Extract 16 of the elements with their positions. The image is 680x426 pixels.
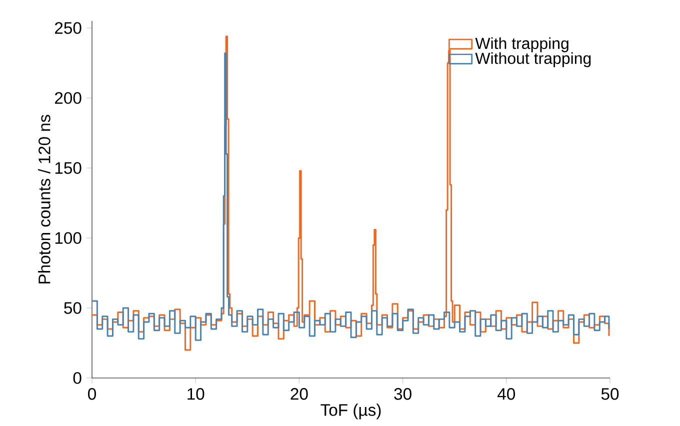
y-tick-label: 150	[55, 162, 82, 174]
x-tick-label: 20	[290, 388, 308, 400]
y-tick-label: 0	[73, 372, 82, 384]
x-axis-title: ToF (µs)	[320, 404, 381, 420]
x-tick-label: 30	[394, 388, 412, 400]
x-tick-label: 40	[498, 388, 516, 400]
y-tick-label: 200	[54, 92, 82, 104]
y-tick-label: 100	[55, 232, 82, 244]
x-tick-label: 10	[188, 388, 204, 400]
legend-label: With trapping	[475, 37, 568, 52]
legend-label: Without trapping	[475, 52, 591, 68]
x-tick-label: 0	[88, 388, 96, 400]
x-tick-label: 50	[601, 388, 619, 400]
y-tick-label: 50	[64, 302, 82, 314]
y-tick-label: 250	[54, 22, 82, 34]
y-axis-title: Photon counts / 120 ns	[38, 114, 50, 284]
